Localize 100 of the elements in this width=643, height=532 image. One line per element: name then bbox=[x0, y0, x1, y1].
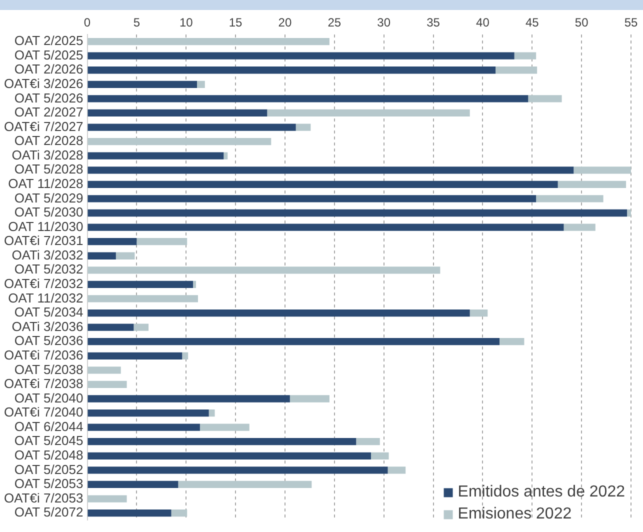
y-tick-label: OAT 11/2032 bbox=[8, 290, 84, 306]
bar bbox=[88, 109, 268, 117]
bar bbox=[88, 180, 558, 188]
x-tick-label: 35 bbox=[426, 16, 440, 30]
x-tick-label: 50 bbox=[574, 16, 589, 30]
y-tick-label: OAT 5/2045 bbox=[14, 433, 84, 448]
bar bbox=[88, 280, 194, 288]
bar bbox=[88, 209, 628, 217]
bar bbox=[88, 224, 564, 231]
bar bbox=[290, 395, 330, 402]
bar bbox=[88, 95, 528, 102]
bar bbox=[574, 166, 631, 174]
y-tick-label: OAT 5/2032 bbox=[14, 262, 84, 277]
bar bbox=[88, 424, 200, 431]
bar bbox=[88, 509, 172, 517]
y-tick-label: OATi 3/2028 bbox=[12, 147, 84, 162]
bar bbox=[296, 124, 311, 131]
bar bbox=[528, 95, 562, 102]
bar bbox=[514, 52, 536, 60]
bar bbox=[564, 224, 596, 231]
y-tick-label: OAT€i 7/2036 bbox=[4, 347, 84, 362]
bar bbox=[88, 238, 137, 246]
bar bbox=[88, 409, 209, 417]
bar bbox=[88, 366, 121, 374]
bar bbox=[224, 152, 228, 160]
y-tick-label: OAT 5/2030 bbox=[14, 204, 84, 220]
y-tick-label: OAT€i 7/2040 bbox=[4, 404, 84, 420]
y-tick-label: OAT€i 7/2038 bbox=[4, 376, 84, 392]
bar bbox=[88, 395, 290, 402]
y-tick-label: OATi 3/2032 bbox=[12, 247, 84, 262]
bar bbox=[171, 509, 188, 517]
x-tick-label: 45 bbox=[525, 16, 540, 30]
y-tick-label: OAT 5/2038 bbox=[14, 362, 84, 377]
bar bbox=[370, 452, 389, 460]
y-tick-label: OAT 5/2052 bbox=[14, 462, 84, 477]
bar bbox=[500, 338, 524, 346]
y-tick-label: OAT 11/2028 bbox=[8, 176, 84, 192]
x-tick-label: 55 bbox=[624, 16, 638, 30]
y-tick-label: OAT 5/2053 bbox=[14, 476, 84, 492]
bar bbox=[88, 38, 330, 46]
bar bbox=[88, 309, 470, 317]
bar bbox=[88, 138, 272, 146]
y-tick-label: OAT 5/2048 bbox=[14, 447, 84, 462]
bar bbox=[88, 66, 496, 74]
y-tick-label: OAT 5/2025 bbox=[14, 47, 84, 62]
bar bbox=[88, 295, 198, 302]
bar bbox=[200, 424, 250, 431]
y-tick-label: OAT€i 3/2026 bbox=[4, 76, 84, 91]
legend-label: Emitidos antes de 2022 bbox=[458, 484, 626, 501]
y-tick-label: OATi 3/2036 bbox=[12, 318, 84, 334]
y-tick-label: OAT 5/2026 bbox=[14, 90, 84, 106]
bar bbox=[88, 438, 356, 446]
bar bbox=[193, 280, 196, 288]
bar bbox=[134, 324, 149, 331]
bar bbox=[88, 195, 536, 202]
bar bbox=[496, 66, 538, 74]
bar bbox=[267, 109, 470, 117]
x-tick-label: 0 bbox=[84, 16, 91, 30]
y-tick-label: OAT€i 7/2053 bbox=[4, 490, 84, 506]
bar bbox=[88, 466, 388, 474]
bar bbox=[536, 195, 604, 202]
x-tick-label: 15 bbox=[228, 16, 243, 30]
x-tick-label: 10 bbox=[179, 16, 194, 30]
bar bbox=[88, 80, 197, 88]
y-tick-label: OAT 5/2072 bbox=[14, 504, 84, 520]
bar bbox=[88, 324, 134, 331]
y-tick-label: OAT€i 7/2027 bbox=[4, 118, 84, 134]
y-tick-label: OAT 5/2034 bbox=[14, 304, 84, 320]
x-tick-label: 25 bbox=[328, 16, 342, 30]
y-tick-label: OAT 11/2030 bbox=[8, 218, 84, 234]
y-tick-label: OAT 6/2044 bbox=[14, 418, 84, 434]
y-tick-label: OAT€i 7/2031 bbox=[4, 233, 84, 248]
y-tick-label: OAT 2/2028 bbox=[14, 133, 84, 148]
bar bbox=[182, 352, 188, 360]
bar bbox=[88, 52, 514, 60]
bar bbox=[88, 352, 182, 360]
bar bbox=[88, 152, 224, 160]
y-tick-label: OAT 5/2036 bbox=[14, 333, 84, 348]
y-tick-label: OAT€i 7/2032 bbox=[4, 276, 84, 292]
bar bbox=[88, 166, 574, 174]
y-tick-label: OAT 2/2025 bbox=[14, 33, 84, 48]
bar bbox=[356, 438, 380, 446]
x-tick-label: 40 bbox=[476, 16, 490, 30]
y-tick-label: OAT 5/2028 bbox=[14, 162, 84, 177]
bar bbox=[116, 252, 135, 260]
y-tick-label: OAT 2/2026 bbox=[14, 62, 84, 77]
bar bbox=[88, 252, 116, 260]
bar bbox=[388, 466, 406, 474]
bar bbox=[178, 480, 312, 488]
bar bbox=[88, 495, 127, 502]
x-tick-label: 5 bbox=[133, 16, 140, 30]
bar bbox=[627, 209, 631, 217]
bar bbox=[470, 309, 488, 317]
bar bbox=[88, 266, 440, 274]
bar bbox=[558, 180, 626, 188]
bar bbox=[136, 238, 188, 246]
bar bbox=[88, 338, 500, 346]
x-tick-label: 20 bbox=[278, 16, 292, 30]
bar bbox=[208, 409, 215, 417]
y-tick-label: OAT 5/2040 bbox=[14, 390, 84, 406]
